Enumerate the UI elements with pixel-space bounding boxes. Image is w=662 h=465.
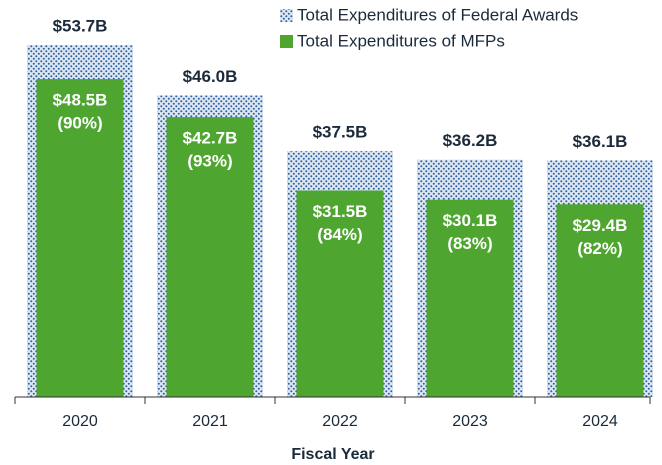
total-label: $53.7B: [53, 16, 108, 35]
legend-label: Total Expenditures of MFPs: [297, 31, 505, 50]
mfp-bar: [556, 204, 644, 397]
total-label: $46.0B: [183, 67, 238, 86]
total-label: $36.2B: [443, 131, 498, 150]
mfp-bar: [166, 117, 254, 398]
x-axis-title: Fiscal Year: [291, 446, 374, 463]
mfp-label: $48.5B: [53, 91, 108, 110]
share-label: (82%): [577, 239, 622, 258]
x-tick-label: 2020: [62, 413, 98, 430]
legend-label: Total Expenditures of Federal Awards: [297, 5, 578, 24]
legend-swatch: [280, 35, 293, 48]
mfp-bar: [36, 79, 124, 397]
mfp-label: $29.4B: [573, 216, 628, 235]
mfp-bar: [296, 190, 384, 397]
share-label: (93%): [187, 152, 232, 171]
legend-swatch: [280, 9, 293, 22]
mfp-label: $31.5B: [313, 202, 368, 221]
mfp-label: $30.1B: [443, 211, 498, 230]
x-tick-label: 2023: [452, 413, 488, 430]
total-label: $37.5B: [313, 123, 368, 142]
mfp-bar: [426, 199, 514, 397]
total-label: $36.1B: [573, 132, 628, 151]
share-label: (90%): [57, 114, 102, 133]
mfp-label: $42.7B: [183, 129, 238, 148]
share-label: (84%): [317, 225, 362, 244]
x-tick-label: 2024: [582, 413, 618, 430]
share-label: (83%): [447, 234, 492, 253]
x-tick-label: 2021: [192, 413, 228, 430]
x-tick-label: 2022: [322, 413, 358, 430]
